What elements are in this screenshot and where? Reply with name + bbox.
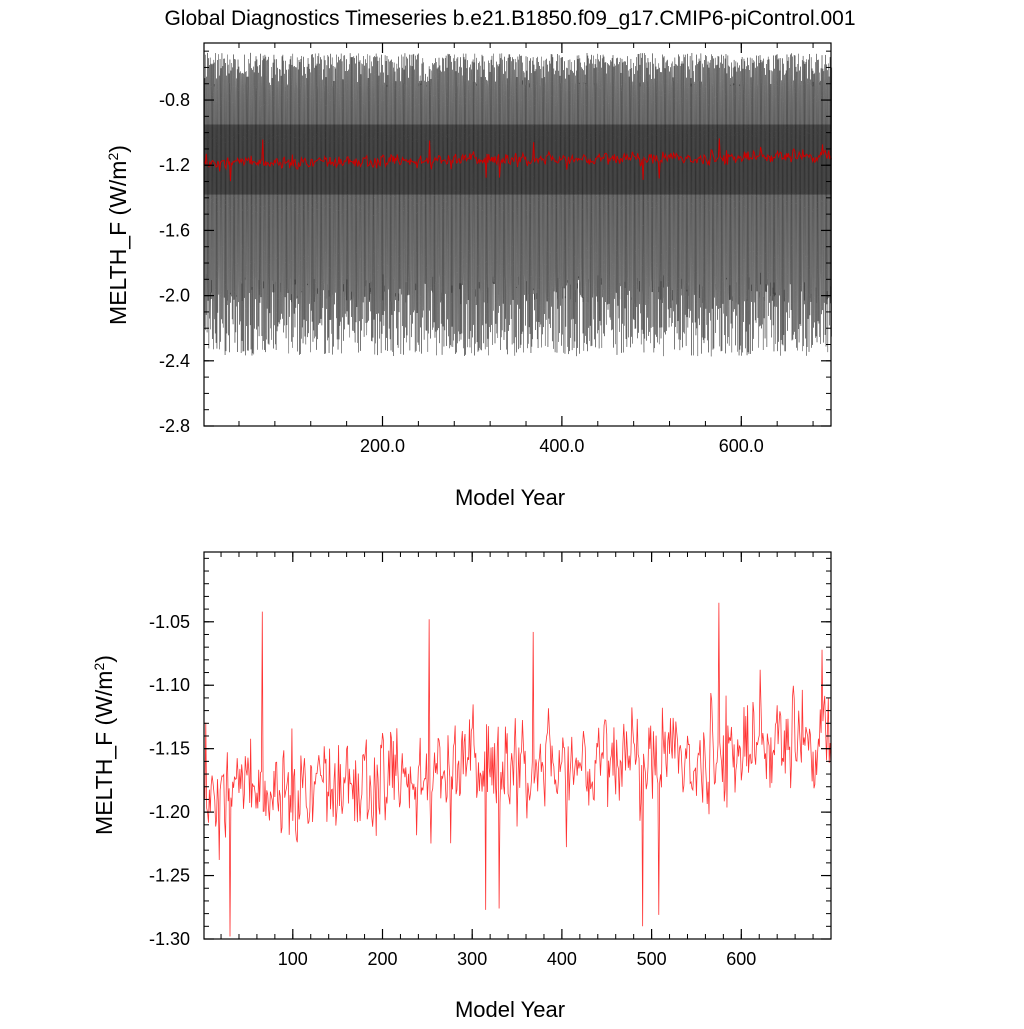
- top-annual-mean-line: [204, 138, 832, 182]
- x-tick-label: 600: [726, 949, 756, 969]
- x-tick-label: 500: [637, 949, 667, 969]
- top-monthly-series: [203, 52, 833, 357]
- top-dense-band: [204, 124, 831, 195]
- top-y-label-close: ): [105, 145, 131, 153]
- bottom-chart: 100 200 300 400 500 600 -1.30 -1.25 -1.20 -1.15 -1…: [91, 551, 832, 1022]
- figure-title: Global Diagnostics Timeseries b.e21.B185…: [164, 7, 855, 30]
- y-tick-label: -1.15: [149, 739, 190, 759]
- top-monthly-segment: [203, 52, 294, 356]
- y-tick-label: -1.2: [159, 155, 190, 175]
- y-tick-label: -1.20: [149, 802, 190, 822]
- y-tick-label: -2.4: [159, 351, 190, 371]
- y-tick-label: -1.05: [149, 612, 190, 632]
- top-monthly-segment: [562, 53, 653, 357]
- x-tick-label: 200: [367, 949, 397, 969]
- y-tick-label: -0.8: [159, 90, 190, 110]
- bottom-y-label-superscript: 2: [91, 663, 107, 671]
- bottom-plot-frame: [203, 551, 832, 940]
- top-monthly-segment: [383, 53, 474, 357]
- top-chart: 200.0 400.0 600.0-2.8-2.4-2.0-1.6-1.2-0.8 …: [105, 42, 833, 510]
- y-tick-label: -1.10: [149, 675, 190, 695]
- top-monthly-segment: [652, 52, 743, 357]
- bottom-y-label-close: ): [91, 655, 117, 663]
- top-y-label-superscript: 2: [105, 153, 121, 161]
- bottom-annual-mean-line: [203, 602, 832, 937]
- top-axis-ticks: 200.0 400.0 600.0 -2.8 -2.4 -2.0 -1.6 -1.2 -0.8: [159, 43, 831, 456]
- bottom-plot-area: [204, 552, 831, 939]
- y-tick-label: -1.30: [149, 929, 190, 949]
- top-x-axis-label: Model Year: [455, 485, 565, 510]
- x-tick-label: 100: [278, 949, 308, 969]
- top-y-label-main: MELTH_F (W/m: [105, 161, 131, 325]
- x-tick-label: 200.0: [360, 436, 405, 456]
- top-plot-frame: [203, 42, 832, 427]
- x-tick-label: 400: [547, 949, 577, 969]
- y-tick-label: -2.0: [159, 286, 190, 306]
- y-tick-label: -1.6: [159, 220, 190, 240]
- x-tick-label: 400.0: [539, 436, 584, 456]
- bottom-axis-ticks: 100 200 300 400 500 600 -1.30 -1.25 -1.20 -1.15 -1…: [149, 552, 832, 969]
- top-monthly-segment: [741, 53, 833, 356]
- y-tick-label: -1.25: [149, 866, 190, 886]
- x-tick-label: 300: [457, 949, 487, 969]
- bottom-x-axis-label: Model Year: [455, 997, 565, 1022]
- y-tick-label: -2.8: [159, 416, 190, 436]
- top-monthly-segment: [293, 53, 384, 356]
- x-tick-label: 600.0: [719, 436, 764, 456]
- bottom-y-axis-label: MELTH_F (W/m2): [91, 655, 117, 835]
- top-monthly-segment: [472, 53, 563, 356]
- bottom-y-label-main: MELTH_F (W/m: [91, 671, 117, 835]
- top-y-axis-label: MELTH_F (W/m2): [105, 145, 131, 325]
